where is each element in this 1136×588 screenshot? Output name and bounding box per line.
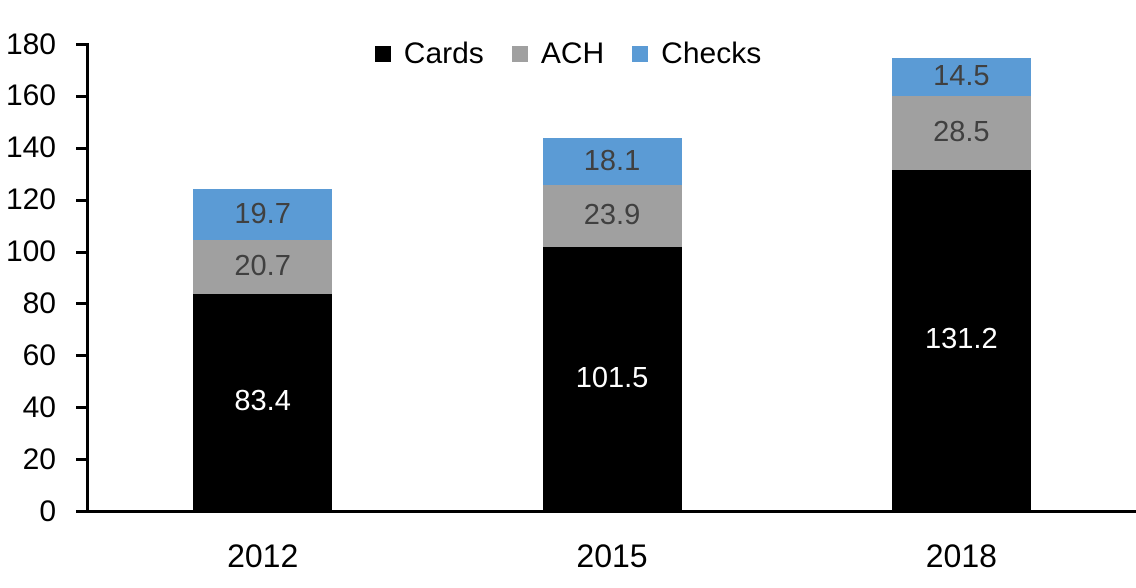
plot-area [86, 43, 1136, 513]
data-label-cards-2018: 131.2 [925, 323, 998, 356]
x-axis-label-2012: 2012 [227, 538, 299, 574]
y-tick-label-180: 180 [5, 27, 56, 61]
chart-legend: Cards ACH Checks [0, 36, 1136, 72]
y-tick-40 [76, 406, 86, 410]
legend-label-ach: ACH [540, 37, 605, 70]
y-tick-label-120: 120 [5, 183, 56, 217]
data-label-cards-2015: 101.5 [575, 361, 649, 394]
y-tick-80 [76, 302, 86, 306]
y-tick-100 [76, 250, 86, 254]
bar-segment-cards-2018: 131.2 [891, 169, 1031, 510]
legend-item-cards: Cards [374, 36, 484, 72]
y-tick-180 [76, 43, 86, 46]
bar-segment-cards-2012: 83.4 [193, 293, 333, 510]
y-tick-120 [76, 198, 86, 202]
y-tick-20 [76, 458, 86, 462]
y-tick-60 [76, 354, 86, 358]
y-tick-160 [76, 94, 86, 98]
legend-swatch-cards [374, 46, 391, 62]
y-tick-140 [76, 146, 86, 150]
data-label-cards-2012: 83.4 [234, 385, 291, 418]
y-tick-label-20: 20 [22, 442, 56, 476]
bar-segment-checks-2015: 18.1 [542, 137, 682, 185]
y-tick-label-60: 60 [22, 338, 56, 372]
y-tick-label-40: 40 [22, 390, 56, 424]
bar-2012: 19.7 20.7 83.4 [193, 188, 333, 510]
y-tick-label-100: 100 [5, 235, 56, 269]
x-axis-label-2018: 2018 [925, 538, 997, 574]
data-label-ach-2015: 23.9 [583, 199, 641, 232]
legend-item-ach: ACH [511, 36, 605, 72]
legend-item-checks: Checks [632, 36, 761, 72]
legend-label-checks: Checks [661, 37, 762, 70]
data-label-ach-2018: 28.5 [933, 116, 990, 149]
data-label-ach-2012: 20.7 [234, 250, 291, 283]
y-tick-label-140: 140 [5, 131, 56, 165]
y-tick-0 [76, 510, 86, 513]
bar-2015: 18.1 23.9 101.5 [542, 137, 682, 510]
bar-segment-checks-2018: 14.5 [891, 58, 1031, 96]
bar-segment-ach-2012: 20.7 [193, 239, 333, 294]
bar-segment-checks-2012: 19.7 [193, 188, 333, 240]
data-label-checks-2018: 14.5 [933, 60, 990, 93]
x-axis-label-2015: 2015 [576, 538, 648, 574]
y-tick-label-160: 160 [5, 79, 56, 113]
bar-segment-cards-2015: 101.5 [542, 246, 682, 510]
legend-label-cards: Cards [403, 37, 484, 70]
legend-swatch-ach [511, 46, 528, 62]
y-tick-label-0: 0 [39, 494, 56, 528]
bar-segment-ach-2015: 23.9 [542, 184, 682, 247]
bar-segment-ach-2018: 28.5 [891, 95, 1031, 170]
data-label-checks-2012: 19.7 [234, 197, 291, 230]
legend-swatch-checks [632, 46, 649, 62]
data-label-checks-2015: 18.1 [583, 144, 641, 177]
y-tick-label-80: 80 [22, 286, 56, 320]
bar-2018: 14.5 28.5 131.2 [891, 58, 1031, 510]
